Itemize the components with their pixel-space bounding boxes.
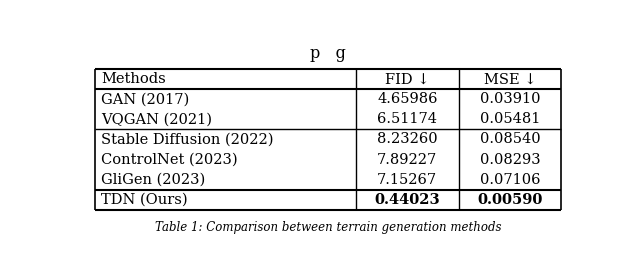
- Text: p   g: p g: [310, 44, 346, 62]
- Text: GAN (2017): GAN (2017): [101, 92, 189, 106]
- Text: 7.15267: 7.15267: [377, 173, 437, 187]
- Text: 0.00590: 0.00590: [477, 193, 543, 207]
- Text: VQGAN (2021): VQGAN (2021): [101, 112, 212, 126]
- Text: MSE ↓: MSE ↓: [484, 72, 536, 86]
- Text: Table 1: Comparison between terrain generation methods: Table 1: Comparison between terrain gene…: [155, 221, 501, 234]
- Text: 6.51174: 6.51174: [377, 112, 437, 126]
- Text: TDN (Ours): TDN (Ours): [101, 193, 188, 207]
- Text: 8.23260: 8.23260: [377, 132, 438, 147]
- Text: 0.44023: 0.44023: [374, 193, 440, 207]
- Text: 7.89227: 7.89227: [377, 152, 437, 166]
- Text: 0.08293: 0.08293: [479, 152, 540, 166]
- Text: Methods: Methods: [101, 72, 166, 86]
- Text: GliGen (2023): GliGen (2023): [101, 173, 205, 187]
- Text: 0.07106: 0.07106: [479, 173, 540, 187]
- Text: 0.08540: 0.08540: [479, 132, 540, 147]
- Text: Stable Diffusion (2022): Stable Diffusion (2022): [101, 132, 273, 147]
- Text: 4.65986: 4.65986: [377, 92, 438, 106]
- Text: FID ↓: FID ↓: [385, 72, 429, 86]
- Text: 0.03910: 0.03910: [479, 92, 540, 106]
- Text: ControlNet (2023): ControlNet (2023): [101, 152, 237, 166]
- Text: 0.05481: 0.05481: [479, 112, 540, 126]
